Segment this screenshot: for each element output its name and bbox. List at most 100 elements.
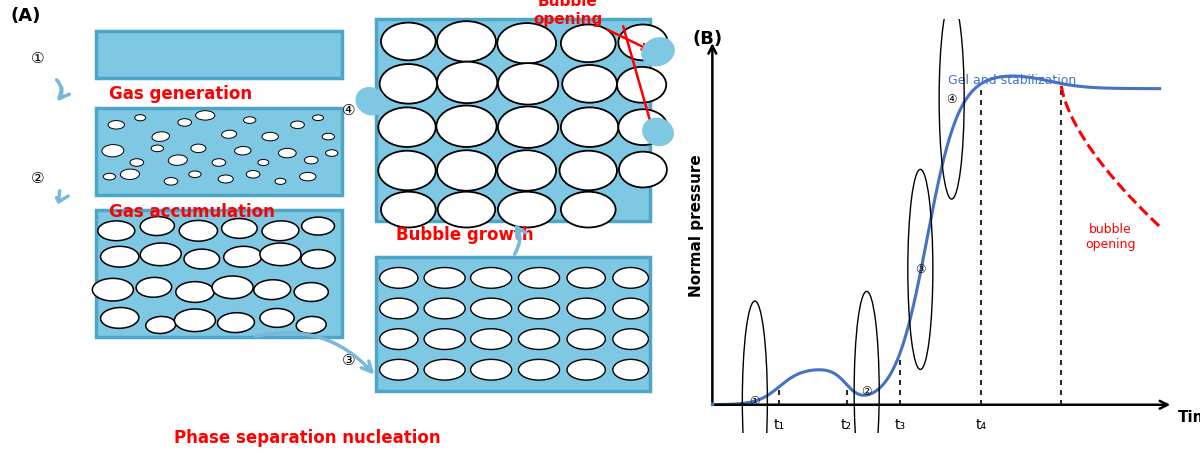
Ellipse shape bbox=[296, 317, 326, 333]
Text: (A): (A) bbox=[11, 7, 41, 25]
Ellipse shape bbox=[380, 23, 436, 60]
Ellipse shape bbox=[498, 63, 558, 105]
Ellipse shape bbox=[98, 221, 134, 241]
Text: t₁: t₁ bbox=[774, 418, 785, 432]
Ellipse shape bbox=[470, 298, 511, 319]
Text: Gel and stabilization: Gel and stabilization bbox=[948, 74, 1076, 87]
Ellipse shape bbox=[424, 268, 466, 288]
Ellipse shape bbox=[568, 298, 605, 319]
Ellipse shape bbox=[262, 132, 278, 141]
Text: t₂: t₂ bbox=[841, 418, 852, 432]
Ellipse shape bbox=[301, 250, 335, 268]
Ellipse shape bbox=[191, 144, 206, 153]
Ellipse shape bbox=[102, 145, 124, 157]
Ellipse shape bbox=[379, 329, 418, 349]
Ellipse shape bbox=[222, 130, 236, 138]
Ellipse shape bbox=[222, 219, 257, 238]
Ellipse shape bbox=[438, 192, 496, 227]
Text: ③: ③ bbox=[916, 263, 925, 276]
Ellipse shape bbox=[379, 268, 418, 288]
Ellipse shape bbox=[617, 67, 666, 103]
Ellipse shape bbox=[275, 178, 286, 185]
Ellipse shape bbox=[470, 359, 511, 380]
Ellipse shape bbox=[196, 111, 215, 120]
Ellipse shape bbox=[235, 146, 251, 155]
Ellipse shape bbox=[101, 308, 139, 328]
Ellipse shape bbox=[152, 132, 169, 141]
Text: ②: ② bbox=[862, 385, 872, 398]
Text: Gas accumulation: Gas accumulation bbox=[109, 203, 275, 221]
Text: ②: ② bbox=[31, 171, 44, 187]
Bar bbox=[96, 210, 342, 337]
Ellipse shape bbox=[424, 359, 466, 380]
Ellipse shape bbox=[101, 246, 139, 267]
Ellipse shape bbox=[498, 192, 556, 227]
Ellipse shape bbox=[108, 121, 125, 129]
Text: ④: ④ bbox=[342, 103, 355, 118]
Ellipse shape bbox=[613, 268, 648, 288]
Text: bubble
opening: bubble opening bbox=[1085, 223, 1135, 251]
Ellipse shape bbox=[212, 159, 226, 166]
Ellipse shape bbox=[300, 172, 316, 181]
Ellipse shape bbox=[613, 298, 648, 319]
Ellipse shape bbox=[424, 298, 466, 319]
Ellipse shape bbox=[278, 148, 296, 158]
Ellipse shape bbox=[260, 309, 294, 327]
Ellipse shape bbox=[560, 107, 618, 147]
Ellipse shape bbox=[380, 192, 436, 227]
Ellipse shape bbox=[613, 329, 648, 349]
Ellipse shape bbox=[560, 24, 616, 62]
Ellipse shape bbox=[130, 159, 144, 166]
Ellipse shape bbox=[437, 106, 497, 147]
Ellipse shape bbox=[145, 317, 175, 333]
Ellipse shape bbox=[498, 106, 558, 148]
Ellipse shape bbox=[294, 283, 329, 301]
Ellipse shape bbox=[322, 133, 335, 140]
Bar bbox=[376, 19, 650, 221]
Text: (B): (B) bbox=[692, 30, 722, 48]
Bar bbox=[376, 257, 650, 391]
Ellipse shape bbox=[613, 359, 648, 380]
Ellipse shape bbox=[563, 65, 617, 103]
Ellipse shape bbox=[92, 278, 133, 301]
Text: ④: ④ bbox=[947, 92, 956, 106]
Text: Bubble growth: Bubble growth bbox=[396, 227, 534, 244]
Ellipse shape bbox=[642, 38, 674, 66]
Ellipse shape bbox=[618, 109, 667, 145]
Ellipse shape bbox=[151, 145, 163, 152]
Ellipse shape bbox=[379, 64, 437, 104]
Ellipse shape bbox=[305, 156, 318, 164]
Ellipse shape bbox=[568, 329, 605, 349]
Ellipse shape bbox=[356, 88, 385, 115]
Ellipse shape bbox=[164, 178, 178, 185]
Ellipse shape bbox=[212, 276, 253, 299]
Ellipse shape bbox=[290, 121, 305, 129]
Ellipse shape bbox=[134, 114, 145, 121]
Ellipse shape bbox=[260, 243, 301, 266]
Ellipse shape bbox=[178, 119, 192, 126]
Ellipse shape bbox=[301, 217, 335, 235]
Text: Normal pressure: Normal pressure bbox=[689, 154, 704, 298]
Ellipse shape bbox=[244, 117, 256, 123]
Ellipse shape bbox=[120, 169, 139, 179]
Ellipse shape bbox=[437, 62, 497, 103]
Ellipse shape bbox=[140, 217, 174, 236]
Ellipse shape bbox=[568, 359, 605, 380]
Ellipse shape bbox=[643, 118, 673, 146]
Ellipse shape bbox=[379, 298, 418, 319]
Ellipse shape bbox=[325, 150, 338, 156]
Ellipse shape bbox=[518, 298, 559, 319]
Ellipse shape bbox=[218, 175, 233, 183]
Ellipse shape bbox=[518, 268, 559, 288]
Ellipse shape bbox=[424, 329, 466, 349]
Ellipse shape bbox=[246, 171, 260, 178]
Text: t₄: t₄ bbox=[976, 418, 986, 432]
Ellipse shape bbox=[560, 192, 616, 227]
Ellipse shape bbox=[619, 152, 667, 187]
Ellipse shape bbox=[518, 329, 559, 349]
Ellipse shape bbox=[497, 23, 556, 64]
Ellipse shape bbox=[618, 24, 667, 60]
Ellipse shape bbox=[103, 173, 115, 180]
Ellipse shape bbox=[168, 155, 187, 165]
Ellipse shape bbox=[175, 282, 214, 302]
